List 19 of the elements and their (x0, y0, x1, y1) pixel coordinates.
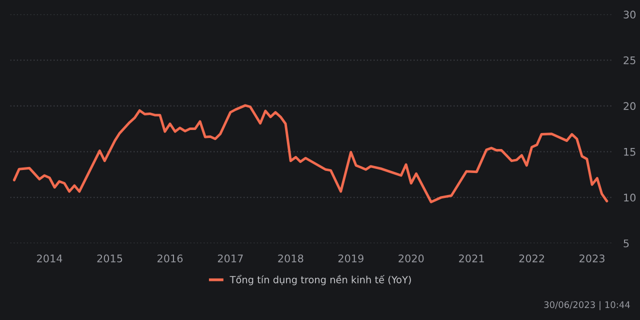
y-tick-label: 15 (624, 148, 636, 156)
legend-label: Tổng tín dụng trong nền kinh tế (YoY) (230, 274, 411, 286)
x-tick-label: 2018 (278, 254, 304, 262)
y-tick-label: 10 (624, 194, 636, 202)
x-tick-label: 2016 (158, 254, 183, 262)
y-tick-label: 25 (624, 56, 636, 64)
x-tick-label: 2021 (459, 254, 484, 262)
x-tick-label: 2019 (338, 254, 364, 262)
y-tick-label: 20 (624, 102, 636, 110)
x-tick-label: 2022 (519, 254, 544, 262)
x-tick-label: 2014 (37, 254, 62, 262)
x-tick-label: 2017 (218, 254, 243, 262)
y-tick-label: 5 (624, 240, 629, 248)
x-tick-label: 2023 (580, 254, 604, 262)
y-tick-label: 30 (624, 10, 636, 19)
text: 30/06/2023 | 10:44 (544, 301, 630, 310)
line-series (12, 104, 608, 204)
x-tick-label: 2015 (97, 254, 122, 262)
x-tick-label: 2020 (398, 254, 424, 262)
